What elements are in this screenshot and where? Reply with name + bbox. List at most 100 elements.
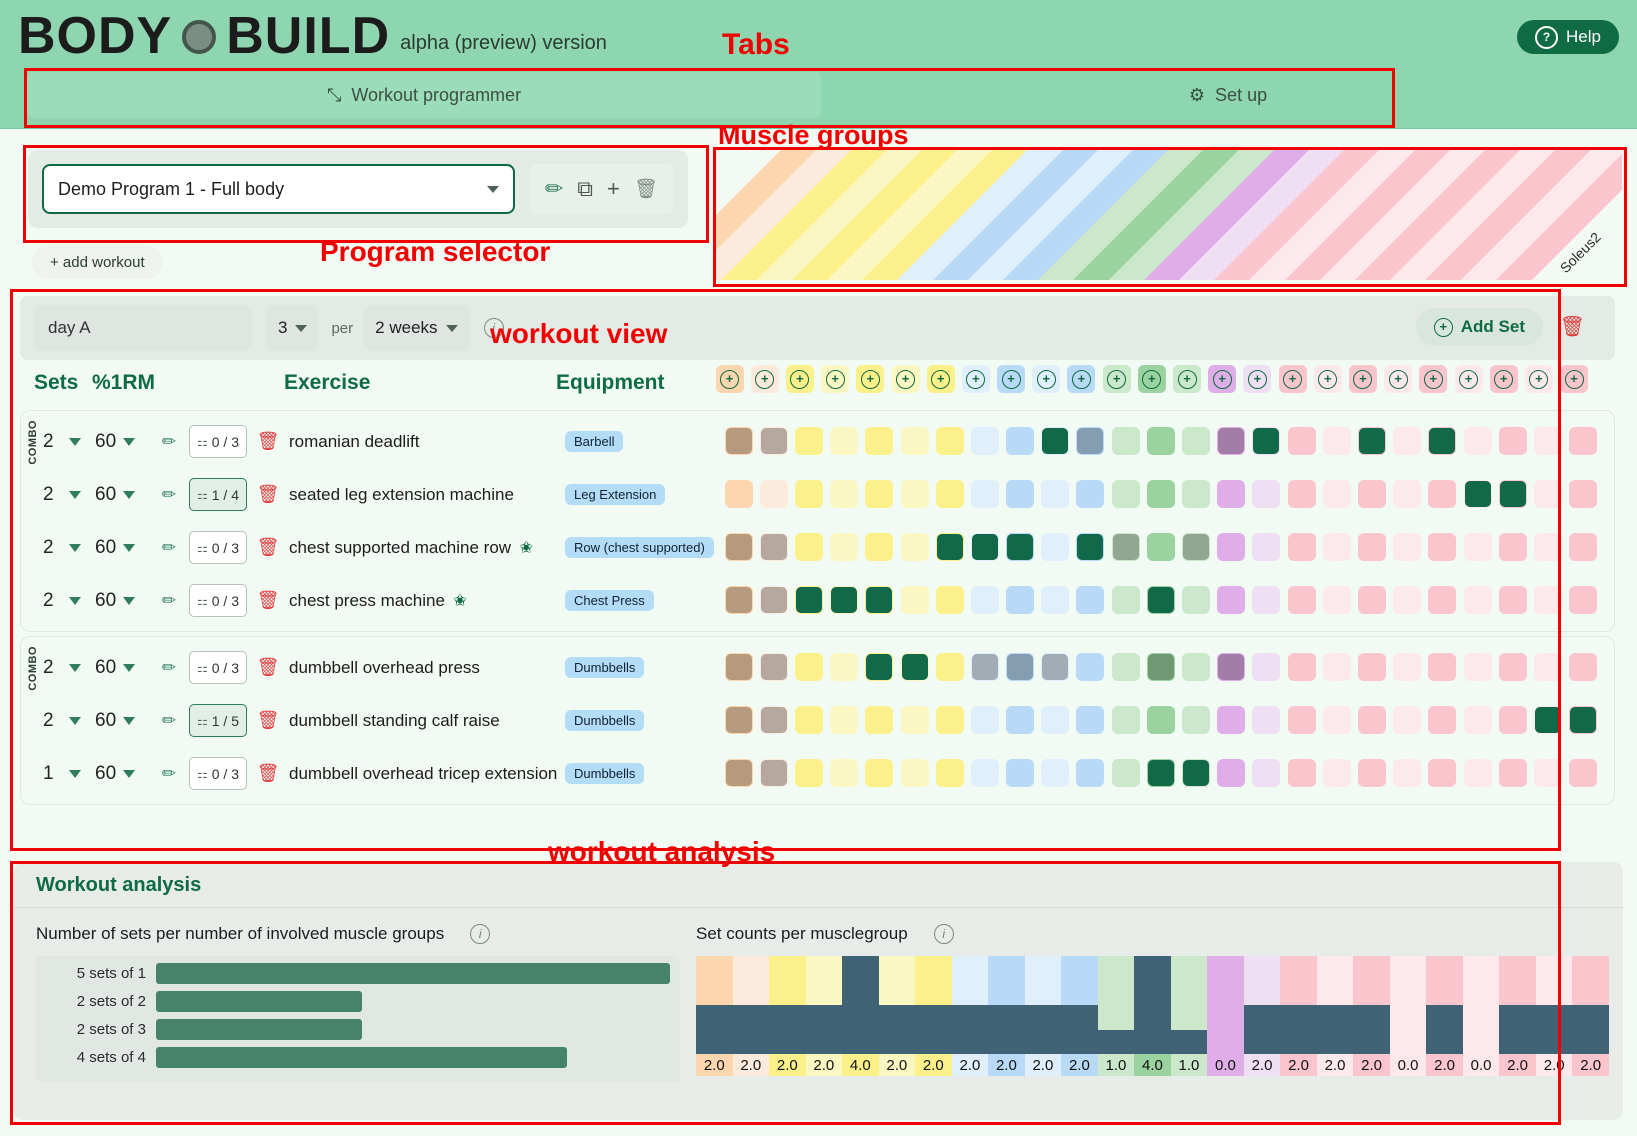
muscle-add-cell[interactable]: + (888, 360, 923, 398)
info-icon[interactable]: i (470, 924, 491, 944)
edit-exercise-icon[interactable]: ✏ (161, 484, 177, 504)
edit-exercise-icon[interactable]: ✏ (161, 537, 177, 557)
sets-dropdown-icon[interactable] (69, 663, 81, 672)
muscle-activation-cell[interactable] (932, 701, 967, 739)
muscle-activation-cell[interactable] (1284, 475, 1319, 513)
muscle-activation-cell[interactable] (897, 648, 932, 686)
muscle-activation-cell[interactable] (1284, 528, 1319, 566)
muscle-activation-cell[interactable] (1003, 754, 1038, 792)
vbar-column[interactable]: 2.0 (1353, 956, 1391, 1076)
muscle-activation-cell[interactable] (1460, 648, 1495, 686)
muscle-activation-cell[interactable] (1073, 528, 1108, 566)
muscle-activation-cell[interactable] (791, 422, 826, 460)
tab-workout-programmer[interactable]: ⤡ Workout programmer (27, 72, 821, 118)
muscle-activation-cell[interactable] (862, 475, 897, 513)
muscle-activation-cell[interactable] (1319, 475, 1354, 513)
delete-exercise-icon[interactable]: 🗑 (256, 484, 280, 504)
muscle-activation-cell[interactable] (1495, 581, 1530, 619)
muscle-activation-cell[interactable] (1390, 528, 1425, 566)
muscle-activation-cell[interactable] (862, 528, 897, 566)
muscle-activation-cell[interactable] (1178, 648, 1213, 686)
delete-exercise-icon[interactable]: 🗑 (256, 710, 280, 730)
plus-circle-icon[interactable]: + (1177, 369, 1197, 389)
vbar-column[interactable]: 2.0 (1316, 956, 1355, 1076)
muscle-activation-cell[interactable] (1249, 528, 1284, 566)
muscle-activation-cell[interactable] (1073, 422, 1108, 460)
muscle-activation-cell[interactable] (1143, 528, 1178, 566)
plus-circle-icon[interactable]: + (1107, 369, 1127, 389)
muscle-activation-cell[interactable] (932, 754, 967, 792)
muscle-add-cell[interactable]: + (712, 360, 747, 398)
muscle-activation-cell[interactable] (1214, 475, 1249, 513)
equipment-badge[interactable]: Dumbbells (565, 710, 645, 731)
muscle-count-badge[interactable]: ⚏ 1 / 4 (189, 478, 247, 511)
sets-dropdown-icon[interactable] (69, 490, 81, 499)
vbar-column[interactable]: 1.0 (1097, 956, 1136, 1076)
plus-circle-icon[interactable]: + (1212, 369, 1232, 389)
muscle-activation-cell[interactable] (932, 475, 967, 513)
muscle-activation-cell[interactable] (1038, 701, 1073, 739)
sets-value[interactable]: 1 (43, 762, 54, 784)
muscle-activation-cell[interactable] (827, 754, 862, 792)
rm-value[interactable]: 60 (95, 589, 117, 611)
sets-dropdown-icon[interactable] (69, 716, 81, 725)
muscle-activation-cell[interactable] (1390, 475, 1425, 513)
vbar-column[interactable]: 0.0 (1462, 956, 1500, 1076)
muscle-activation-cell[interactable] (1143, 648, 1178, 686)
equipment-badge[interactable]: Barbell (565, 431, 624, 452)
sets-value[interactable]: 2 (43, 483, 54, 505)
muscle-activation-cell[interactable] (932, 581, 967, 619)
muscle-add-cell[interactable]: + (1345, 360, 1380, 398)
vbar-column[interactable]: 4.0 (842, 956, 880, 1076)
vbar-column[interactable]: 2.0 (732, 956, 771, 1076)
edit-exercise-icon[interactable]: ✏ (161, 710, 177, 730)
muscle-activation-cell[interactable] (1425, 648, 1460, 686)
muscle-activation-cell[interactable] (827, 581, 862, 619)
vbar-column[interactable]: 1.0 (1170, 956, 1209, 1076)
muscle-activation-cell[interactable] (1390, 754, 1425, 792)
muscle-activation-cell[interactable] (1354, 648, 1389, 686)
plus-circle-icon[interactable]: + (755, 369, 775, 389)
muscle-activation-cell[interactable] (967, 754, 1002, 792)
muscle-activation-cell[interactable] (897, 475, 932, 513)
plus-circle-icon[interactable]: + (896, 369, 916, 389)
plus-circle-icon[interactable]: + (1459, 369, 1479, 389)
muscle-activation-cell[interactable] (756, 475, 791, 513)
delete-workout-icon[interactable]: 🗑 (1559, 316, 1585, 338)
muscle-add-cell[interactable]: + (1169, 360, 1204, 398)
vbar-column[interactable]: 2.0 (1024, 956, 1063, 1076)
muscle-activation-cell[interactable] (1354, 581, 1389, 619)
add-workout-button[interactable]: + add workout (32, 245, 163, 279)
plus-circle-icon[interactable]: + (1318, 369, 1338, 389)
period-select[interactable]: 2 weeks (363, 306, 470, 350)
muscle-activation-cell[interactable] (932, 528, 967, 566)
muscle-activation-cell[interactable] (1354, 754, 1389, 792)
muscle-activation-cell[interactable] (1038, 475, 1073, 513)
plus-circle-icon[interactable]: + (1001, 369, 1021, 389)
muscle-activation-cell[interactable] (1249, 754, 1284, 792)
muscle-add-cell[interactable]: + (1205, 360, 1240, 398)
vbar-column[interactable]: 2.0 (915, 956, 953, 1076)
muscle-activation-cell[interactable] (1214, 648, 1249, 686)
equipment-badge[interactable]: Dumbbells (565, 763, 645, 784)
sets-dropdown-icon[interactable] (69, 769, 81, 778)
muscle-activation-cell[interactable] (1178, 701, 1213, 739)
muscle-activation-cell[interactable] (1566, 648, 1601, 686)
muscle-activation-cell[interactable] (1530, 581, 1565, 619)
tab-set-up[interactable]: ⚙ Set up (831, 72, 1625, 118)
rm-dropdown-icon[interactable] (123, 769, 135, 778)
muscle-activation-cell[interactable] (1566, 581, 1601, 619)
muscle-activation-cell[interactable] (1425, 701, 1460, 739)
equipment-badge[interactable]: Row (chest supported) (565, 537, 714, 558)
vbar-column[interactable]: 2.0 (696, 956, 734, 1076)
muscle-activation-cell[interactable] (1108, 701, 1143, 739)
muscle-activation-cell[interactable] (756, 754, 791, 792)
muscle-activation-cell[interactable] (756, 701, 791, 739)
delete-program-icon[interactable]: 🗑 (633, 178, 658, 200)
muscle-activation-cell[interactable] (1284, 581, 1319, 619)
exercise-name[interactable]: seated leg extension machine (289, 485, 565, 505)
plus-circle-icon[interactable]: + (1036, 369, 1056, 389)
edit-program-icon[interactable]: ✏ (544, 176, 564, 201)
muscle-activation-cell[interactable] (1390, 648, 1425, 686)
muscle-activation-cell[interactable] (862, 648, 897, 686)
